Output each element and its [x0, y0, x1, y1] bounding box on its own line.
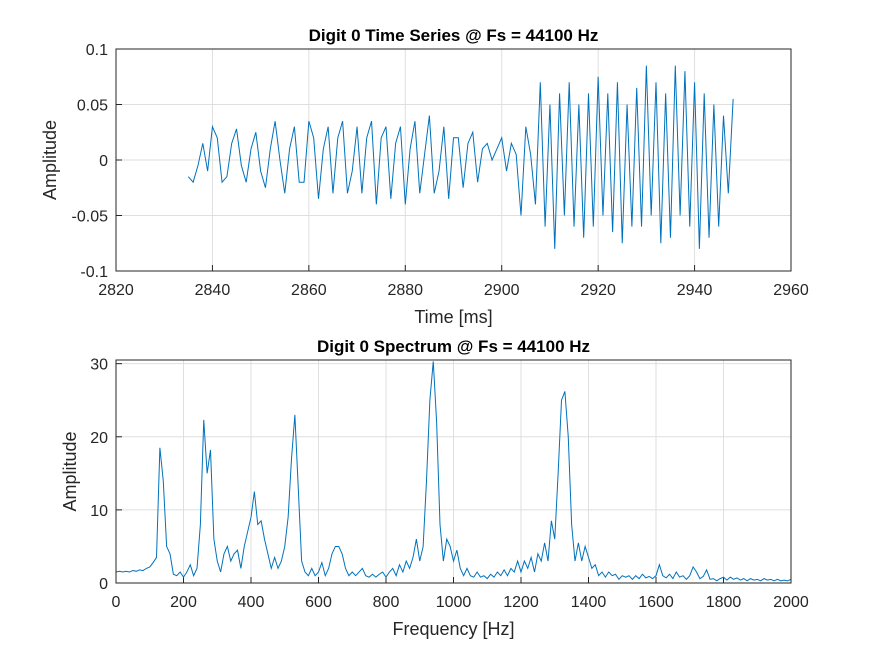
x-tick-label: 1200 — [503, 594, 539, 611]
x-tick-label: 200 — [170, 594, 197, 611]
x-tick-label: 0 — [112, 594, 121, 611]
x-tick-label: 400 — [238, 594, 265, 611]
x-tick-label: 2960 — [773, 282, 809, 299]
axes-box — [115, 48, 792, 272]
x-tick-label: 2840 — [195, 282, 231, 299]
x-tick-label: 2880 — [387, 282, 423, 299]
x-tick-label: 2940 — [677, 282, 713, 299]
x-tick-label: 2900 — [484, 282, 520, 299]
x-axis-label: Time [ms] — [414, 307, 492, 327]
chart-title: Digit 0 Time Series @ Fs = 44100 Hz — [309, 26, 599, 45]
x-tick-label: 1800 — [706, 594, 742, 611]
x-tick-label: 2920 — [580, 282, 616, 299]
x-tick-label: 1400 — [571, 594, 607, 611]
x-axis-label: Frequency [Hz] — [392, 619, 514, 639]
chart-title: Digit 0 Spectrum @ Fs = 44100 Hz — [317, 337, 590, 356]
y-tick-label: -0.1 — [80, 264, 108, 281]
y-tick-label: 30 — [90, 357, 108, 374]
x-tick-label: 2860 — [291, 282, 327, 299]
x-tick-label: 2000 — [773, 594, 809, 611]
x-tick-label: 2820 — [98, 282, 134, 299]
x-tick-label: 800 — [373, 594, 400, 611]
y-tick-label: 20 — [90, 430, 108, 447]
axes-box — [115, 359, 792, 584]
y-tick-label: 0.05 — [77, 98, 108, 115]
x-tick-label: 600 — [305, 594, 332, 611]
y-tick-label: 0.1 — [86, 42, 108, 59]
data-line — [115, 361, 792, 582]
y-tick-label: 10 — [90, 503, 108, 520]
x-tick-label: 1000 — [436, 594, 472, 611]
data-line — [187, 65, 734, 249]
y-tick-label: 0 — [99, 153, 108, 170]
y-axis-label: Amplitude — [40, 120, 60, 200]
y-axis-label: Amplitude — [60, 431, 80, 511]
y-tick-label: -0.05 — [72, 209, 109, 226]
x-tick-label: 1600 — [638, 594, 674, 611]
y-tick-label: 0 — [99, 576, 108, 593]
